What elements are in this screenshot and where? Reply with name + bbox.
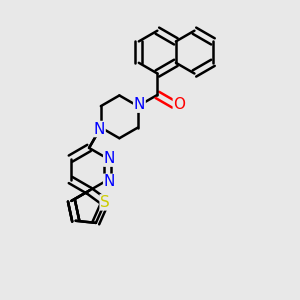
Text: N: N: [104, 174, 115, 189]
Text: O: O: [173, 97, 185, 112]
Text: N: N: [134, 97, 145, 112]
Text: N: N: [104, 151, 115, 166]
Text: N: N: [94, 122, 105, 136]
Text: S: S: [100, 195, 110, 210]
